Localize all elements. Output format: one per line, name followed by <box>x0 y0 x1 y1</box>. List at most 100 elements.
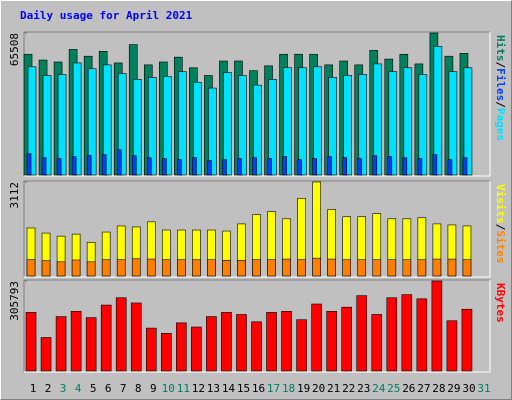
bar <box>130 302 142 372</box>
bar <box>313 66 322 176</box>
x-tick-label: 2 <box>45 382 52 395</box>
bar <box>386 297 398 372</box>
bar <box>252 259 261 277</box>
bar <box>297 259 306 277</box>
bar <box>387 259 397 277</box>
bar <box>26 153 32 176</box>
x-tick-label: 11 <box>177 382 190 395</box>
bar <box>115 297 127 372</box>
bar <box>418 74 428 176</box>
bar <box>177 159 182 176</box>
bar <box>147 77 157 176</box>
bar <box>283 67 292 176</box>
y-tick-label: 305793 <box>8 281 21 321</box>
bar <box>282 156 287 176</box>
bar <box>356 295 368 372</box>
x-tick-label: 8 <box>135 382 142 395</box>
bar <box>56 158 62 176</box>
x-tick-label: 6 <box>105 382 112 395</box>
bar <box>357 259 367 277</box>
bar <box>328 77 337 176</box>
legend-entry: Pages <box>494 108 507 141</box>
bar <box>251 321 262 372</box>
bar <box>401 294 413 372</box>
x-tick-label: 18 <box>282 382 295 395</box>
x-tick-label: 20 <box>312 382 325 395</box>
bar <box>132 79 142 176</box>
bar <box>208 87 217 176</box>
bar <box>116 149 122 176</box>
x-tick-label: 27 <box>417 382 430 395</box>
bar <box>178 71 187 176</box>
bar <box>326 311 337 372</box>
bar <box>162 259 171 277</box>
bar <box>40 337 52 372</box>
bar <box>373 63 383 176</box>
bar <box>236 314 247 372</box>
x-tick-label: 15 <box>237 382 250 395</box>
bar <box>223 72 232 176</box>
bar <box>176 322 187 372</box>
bar <box>86 154 92 176</box>
bar <box>207 160 212 176</box>
bar <box>296 319 307 372</box>
bar <box>417 259 427 277</box>
bar <box>431 280 443 372</box>
bar <box>191 326 202 372</box>
bar <box>237 259 246 277</box>
bar <box>312 257 321 277</box>
bar <box>237 158 242 176</box>
bar <box>101 154 107 176</box>
bar <box>163 76 172 176</box>
bar <box>298 67 307 176</box>
bar <box>253 84 262 176</box>
bar <box>85 317 97 372</box>
bar <box>371 314 383 372</box>
x-tick-label: 24 <box>372 382 386 395</box>
legend: KBytes <box>494 283 507 323</box>
bar <box>131 155 137 176</box>
bar <box>116 259 126 277</box>
bar <box>342 157 347 176</box>
bar <box>462 157 468 176</box>
panel-frame-dark <box>23 180 490 277</box>
bar <box>131 258 141 277</box>
bar <box>177 259 186 277</box>
x-tick-label: 13 <box>207 382 220 395</box>
bar <box>403 67 413 176</box>
bar <box>416 298 428 372</box>
x-tick-label: 31 <box>477 382 490 395</box>
bar <box>372 259 382 277</box>
x-tick-label: 28 <box>432 382 445 395</box>
bar <box>57 74 67 176</box>
bar <box>447 159 453 176</box>
x-tick-label: 12 <box>192 382 205 395</box>
bar <box>145 327 157 372</box>
bar <box>221 312 232 372</box>
bar <box>358 74 368 176</box>
bar <box>193 81 202 176</box>
bar <box>417 158 423 176</box>
y-tick-label: 65508 <box>8 33 21 66</box>
legend-entry: Visits <box>494 184 507 224</box>
bar <box>102 64 112 176</box>
bar <box>86 261 96 277</box>
bar <box>312 158 317 176</box>
panel-frame-light <box>24 181 491 278</box>
x-tick-label: 3 <box>60 382 67 395</box>
bar <box>192 259 201 277</box>
bar <box>222 159 227 176</box>
x-tick-label: 9 <box>150 382 157 395</box>
legend-separator: / <box>494 224 507 231</box>
bar <box>342 259 351 277</box>
x-tick-label: 21 <box>327 382 340 395</box>
bar <box>327 156 332 176</box>
legend-entry: Hits <box>494 35 507 62</box>
legend: Visits/Sites <box>494 184 507 264</box>
bar <box>282 258 291 277</box>
bar <box>432 154 438 176</box>
x-tick-label: 19 <box>297 382 310 395</box>
bar <box>70 311 82 372</box>
legend-entry: KBytes <box>494 283 507 323</box>
x-tick-label: 23 <box>357 382 370 395</box>
